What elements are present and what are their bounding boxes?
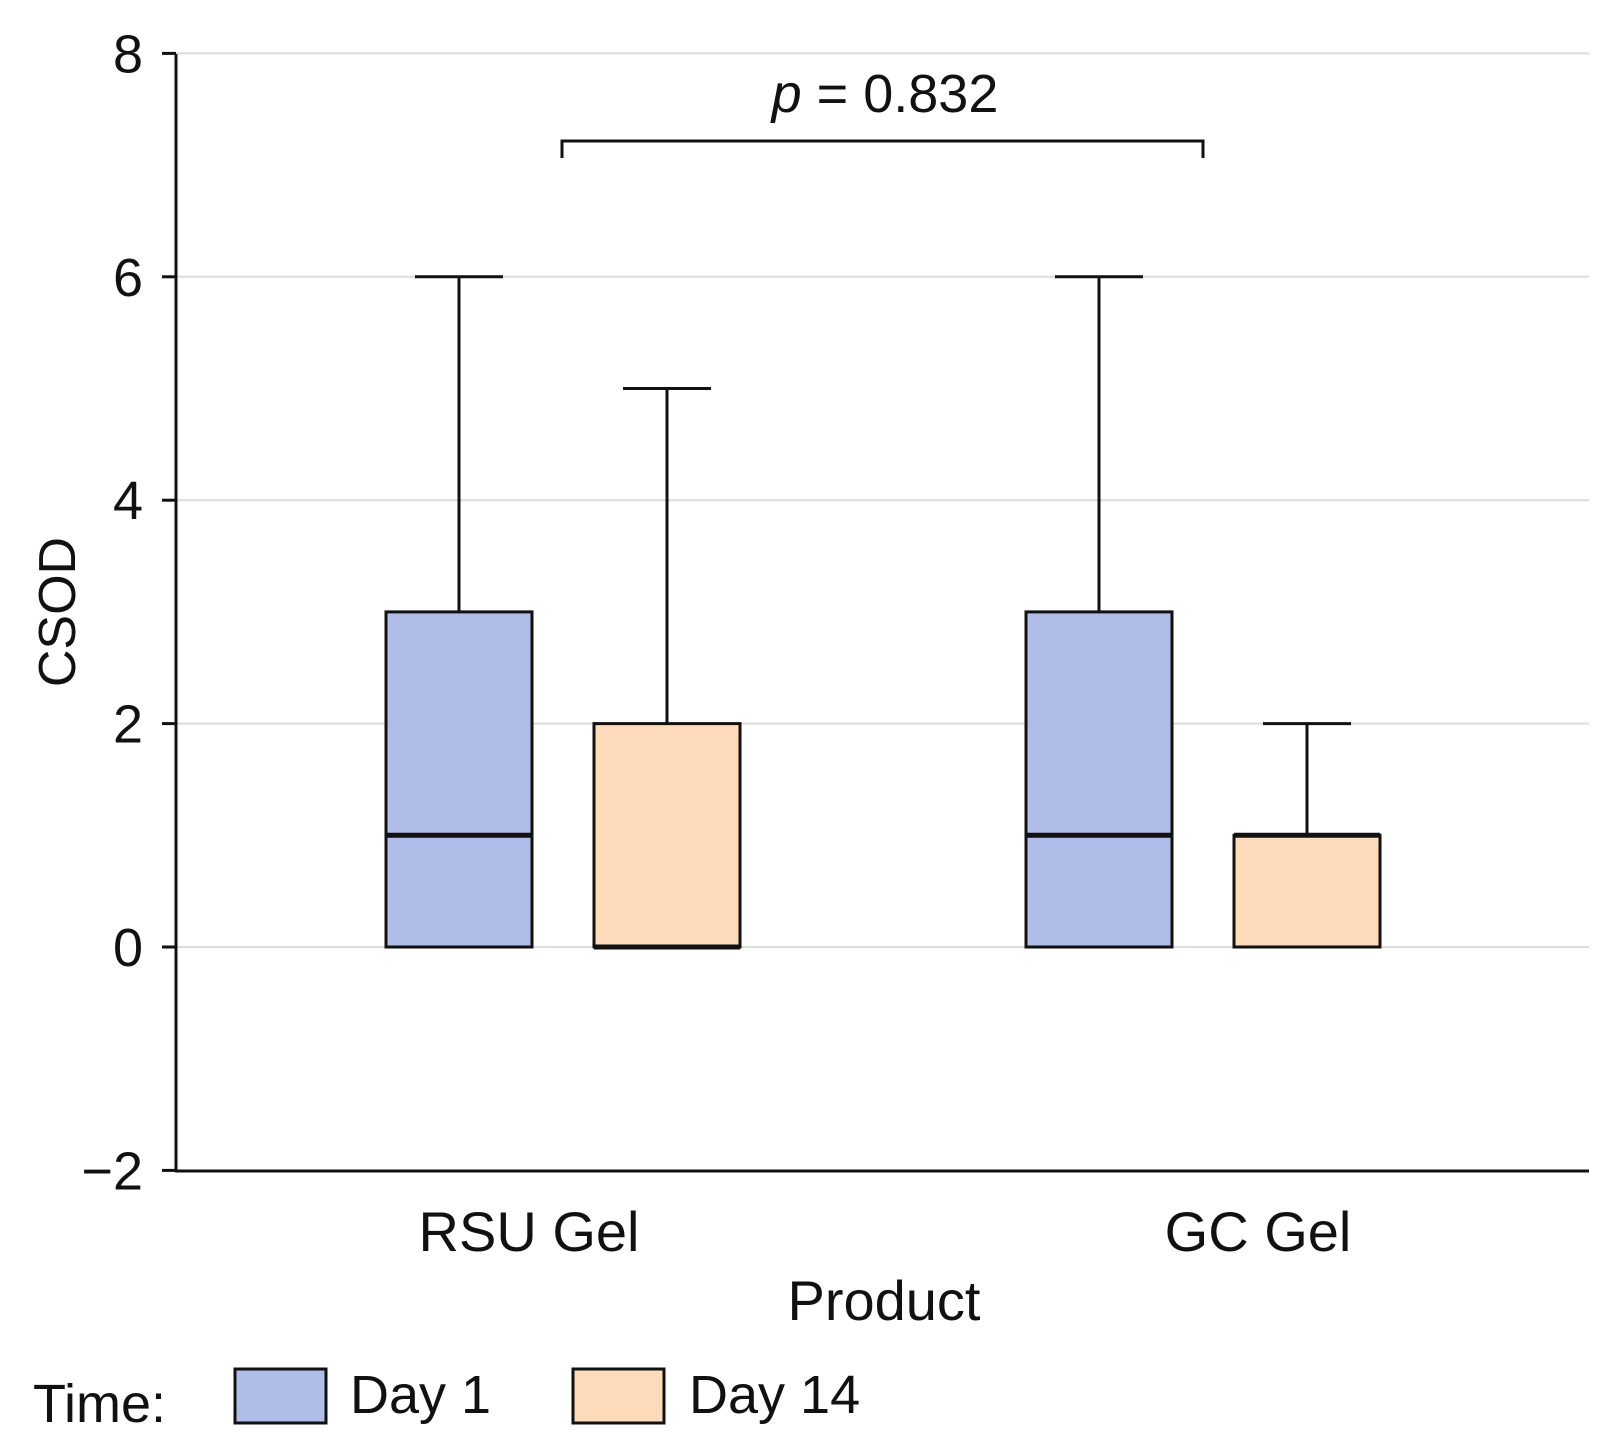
y-tick-label: 0 [113, 918, 143, 978]
x-axis-tick-labels: RSU Gel GC Gel [419, 1200, 1352, 1263]
legend: Time: Day 1 Day 14 [33, 1365, 860, 1434]
legend-swatch [233, 1367, 328, 1425]
box-gc-gel-day-14 [1232, 722, 1382, 949]
y-tick-label: 6 [113, 248, 143, 308]
y-axis-title: CSOD [29, 537, 87, 687]
significance-bracket [560, 139, 1205, 158]
legend-title: Time: [33, 1374, 166, 1434]
box-iqr [1232, 833, 1382, 949]
x-tick-label: RSU Gel [419, 1200, 640, 1263]
box-rsu-gel-day-1 [384, 275, 534, 949]
boxes [384, 275, 1382, 950]
y-axis-ticks: −2 0 2 4 6 8 [81, 24, 176, 1201]
y-tick-label: 2 [113, 695, 143, 755]
x-axis-title: Product [788, 1269, 981, 1332]
legend-swatch [571, 1367, 666, 1425]
box-iqr [592, 722, 742, 949]
box-iqr [384, 610, 534, 949]
y-tick-label: −2 [81, 1141, 143, 1201]
y-tick-label: 8 [113, 24, 143, 84]
legend-label: Day 14 [689, 1365, 860, 1425]
x-tick-label: GC Gel [1165, 1200, 1352, 1263]
box-rsu-gel-day-14 [592, 387, 742, 950]
y-tick-label: 4 [113, 471, 143, 531]
p-value-label: p = 0.832 [770, 64, 999, 124]
significance-annotation: p = 0.832 [560, 64, 1205, 158]
box-gc-gel-day-1 [1024, 275, 1174, 949]
box-iqr [1024, 610, 1174, 949]
legend-label: Day 1 [350, 1365, 491, 1425]
